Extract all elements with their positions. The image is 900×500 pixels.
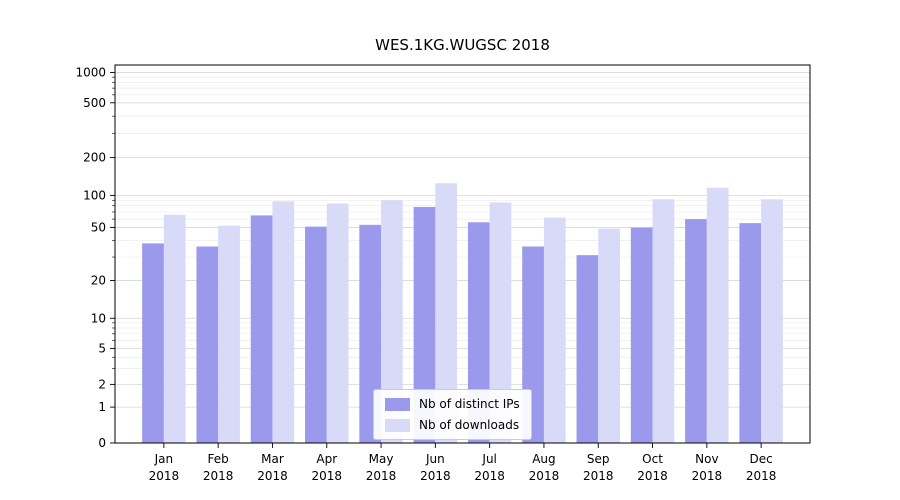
- y-tick-label: 1000: [75, 66, 106, 80]
- bar: [739, 223, 762, 443]
- bar: [218, 225, 240, 443]
- bar: [543, 217, 566, 443]
- y-tick-label: 20: [91, 273, 106, 287]
- bar: [142, 243, 164, 443]
- bar: [576, 255, 599, 443]
- legend-swatch-distinct-ips: [385, 397, 410, 411]
- legend-label-distinct-ips: Nb of distinct IPs: [419, 397, 520, 411]
- y-tick-label: 200: [83, 151, 106, 165]
- bar: [435, 183, 458, 443]
- y-axis: 0 1 2 5 10 20 50 100 200 500 1000: [75, 66, 115, 450]
- bar: [467, 222, 490, 443]
- x-tick-label: May 2018: [366, 452, 397, 483]
- bar: [359, 224, 382, 443]
- y-tick-label: 0: [98, 436, 106, 450]
- x-tick-label: Aug 2018: [529, 452, 560, 483]
- bar: [326, 203, 349, 443]
- y-tick-label: 1: [98, 400, 106, 414]
- y-tick-label: 2: [98, 377, 106, 391]
- bar: [163, 214, 186, 443]
- y-tick-label: 5: [98, 342, 106, 356]
- x-tick-label: Jul 2018: [474, 452, 505, 483]
- bar: [685, 219, 707, 443]
- legend: Nb of distinct IPs Nb of downloads: [373, 389, 532, 440]
- y-tick-label: 100: [83, 188, 106, 202]
- bar: [761, 199, 783, 443]
- x-tick-label: Nov 2018: [692, 452, 723, 483]
- y-tick-label: 10: [91, 311, 106, 325]
- bar: [305, 226, 327, 443]
- x-tick-label: Apr 2018: [311, 452, 342, 483]
- bar: [272, 201, 295, 443]
- bar: [652, 199, 675, 443]
- y-tick-label: 500: [83, 96, 106, 110]
- x-tick-label: Jun 2018: [420, 452, 451, 483]
- bar: [706, 187, 729, 443]
- y-tick-label: 50: [91, 221, 106, 235]
- x-tick-label: Mar 2018: [257, 452, 288, 483]
- bars-series-1: [163, 183, 783, 443]
- x-tick-label: Feb 2018: [203, 452, 234, 483]
- x-axis: Jan 2018 Feb 2018 Mar 2018 Apr 2018 May 2018 Jun 20…: [149, 443, 777, 483]
- bar: [413, 206, 436, 443]
- bar: [196, 246, 219, 443]
- gridlines-minor: [115, 76, 810, 369]
- bar: [489, 202, 512, 443]
- legend-item-distinct-ips: Nb of distinct IPs: [385, 397, 520, 411]
- bar: [381, 200, 403, 443]
- x-tick-label: Jan 2018: [149, 452, 180, 483]
- bar: [630, 227, 653, 443]
- legend-label-downloads: Nb of downloads: [419, 418, 520, 432]
- x-tick-label: Sep 2018: [583, 452, 614, 483]
- bars-series-0: [142, 206, 762, 443]
- legend-swatch-downloads: [385, 418, 410, 432]
- legend-item-downloads: Nb of downloads: [385, 418, 520, 432]
- plot-border: [114, 64, 811, 444]
- x-tick-label: Dec 2018: [746, 452, 777, 483]
- x-tick-label: Oct 2018: [637, 452, 668, 483]
- bar: [598, 228, 620, 443]
- chart-title: WES.1KG.WUGSC 2018: [375, 36, 550, 54]
- bar: [250, 215, 273, 443]
